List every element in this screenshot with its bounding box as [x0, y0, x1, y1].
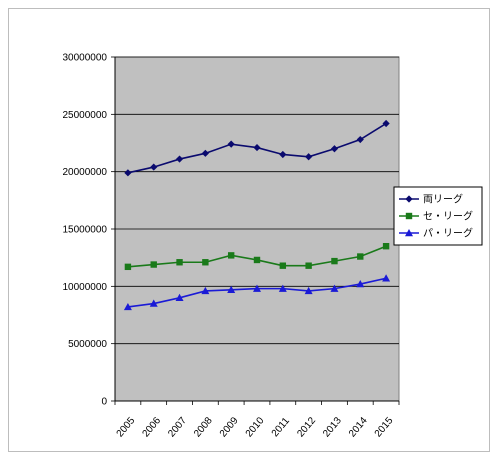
x-tick-label: 2006 — [140, 415, 163, 439]
data-point — [405, 229, 413, 237]
data-point — [150, 261, 157, 268]
data-point — [304, 286, 313, 295]
data-point — [175, 293, 184, 301]
x-tick-label: 2013 — [321, 415, 344, 439]
data-point — [331, 257, 338, 265]
data-point — [279, 150, 287, 159]
legend-label: セ・リーグ — [423, 210, 473, 223]
x-tick-label: 2011 — [270, 415, 293, 439]
data-point — [227, 252, 235, 259]
data-point — [279, 262, 287, 269]
x-tick-label: 2009 — [218, 415, 241, 439]
x-tick-label: 2014 — [347, 415, 370, 439]
legend-label: 両リーグ — [423, 193, 463, 206]
data-point — [405, 195, 413, 203]
series-1 — [124, 119, 390, 177]
y-tick-label: 0 — [101, 397, 107, 408]
data-point — [382, 119, 390, 128]
legend-item: セ・リーグ — [399, 210, 473, 223]
data-point — [149, 299, 158, 307]
series-3 — [123, 274, 391, 311]
data-point — [201, 286, 210, 295]
x-tick-label: 2007 — [166, 415, 189, 439]
data-point — [253, 143, 261, 152]
data-point — [305, 262, 312, 269]
data-point — [123, 302, 132, 311]
y-tick-label: 5000000 — [68, 339, 107, 350]
data-point — [330, 145, 339, 153]
y-tick-label: 10000000 — [63, 282, 108, 293]
data-point — [330, 284, 339, 292]
data-point — [150, 163, 158, 171]
y-axis-ticks: 0 5000000 10000000 15000000 20000000 25000000… — [63, 53, 115, 408]
x-tick-label: 2005 — [115, 415, 138, 439]
data-point — [356, 280, 365, 288]
data-point — [202, 259, 209, 266]
data-point — [227, 285, 236, 293]
data-point — [176, 259, 183, 266]
data-point — [357, 253, 364, 260]
data-point — [382, 274, 391, 282]
plot-area — [114, 56, 400, 402]
data-point — [278, 284, 287, 292]
data-point — [124, 169, 132, 177]
series-layer — [123, 119, 391, 311]
data-point — [124, 263, 132, 271]
y-tick-label: 30000000 — [63, 53, 108, 64]
y-tick-label: 20000000 — [63, 167, 108, 178]
chart-container: 0 5000000 10000000 15000000 20000000 25000000… — [8, 8, 490, 452]
data-point — [356, 135, 364, 144]
data-point — [253, 256, 261, 264]
data-point — [405, 212, 413, 220]
line-chart: 0 5000000 10000000 15000000 20000000 25000000… — [63, 53, 483, 439]
series-2 — [124, 243, 390, 271]
x-tick-label: 2015 — [373, 415, 396, 439]
x-tick-label: 2008 — [192, 415, 215, 439]
data-point — [201, 149, 209, 157]
data-point — [253, 284, 261, 292]
data-point — [382, 243, 390, 250]
legend-item: 両リーグ — [399, 193, 463, 206]
data-point — [305, 153, 313, 161]
x-tick-label: 2010 — [244, 415, 267, 439]
x-tick-label: 2012 — [295, 415, 318, 439]
y-tick-label: 15000000 — [63, 225, 108, 236]
legend-item: パ・リーグ — [399, 227, 473, 240]
data-point — [175, 155, 184, 163]
y-tick-label: 25000000 — [63, 110, 108, 121]
legend-label: パ・リーグ — [423, 227, 473, 240]
x-axis-ticks: 2005 2006 2007 2008 2009 2010 2011 2012 2013 2014… — [114, 401, 400, 439]
data-point — [227, 140, 235, 148]
